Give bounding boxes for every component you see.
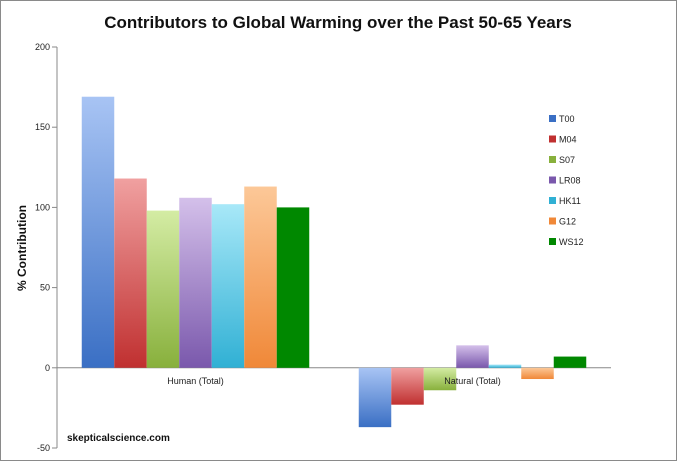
category-label: Natural (Total) [444,376,501,386]
legend: T00 M04 S07 LR08 HK11 G12 WS12 [549,114,584,247]
y-tick-label: 50 [40,283,50,293]
y-ticks: -50 0 50 100 150 200 [35,42,57,453]
bars [81,96,587,428]
category-label: Human (Total) [167,376,224,386]
legend-label: S07 [559,155,575,165]
y-tick-label: 0 [45,363,50,373]
y-axis-title: % Contribution [15,205,29,291]
legend-swatch [549,156,556,163]
legend-swatch [549,176,556,184]
y-tick-label: 150 [35,122,50,132]
bar-g12-human [244,186,277,368]
bar-lr08-natural [456,345,489,368]
bar-t00-human [81,96,115,368]
bar-ws12-natural [553,356,587,368]
bar-m04-human [114,178,147,368]
credit-text: skepticalscience.com [67,433,170,444]
legend-swatch [549,135,556,143]
bar-m04-natural [391,367,424,405]
y-tick-label: 100 [35,202,50,212]
legend-swatch [549,197,556,204]
bar-s07-natural [423,367,457,391]
bar-ws12-human [276,207,310,368]
legend-label: HK11 [559,196,581,206]
y-tick-label: 200 [35,42,50,52]
legend-label: T00 [559,114,575,124]
bar-g12-natural [521,367,554,380]
chart-title: Contributors to Global Warming over the … [104,13,572,32]
bar-t00-natural [358,367,392,428]
legend-label: WS12 [559,237,584,247]
bar-hk11-human [211,204,245,368]
legend-swatch [549,115,556,122]
category-labels: Human (Total) Natural (Total) [167,376,501,386]
y-tick-label: -50 [37,443,50,453]
legend-swatch [549,238,556,245]
legend-label: LR08 [559,176,581,186]
bar-s07-human [146,210,180,368]
legend-label: M04 [559,135,577,145]
legend-swatch [549,217,556,225]
bar-hk11-natural [488,364,522,368]
legend-label: G12 [559,217,576,227]
bar-lr08-human [179,197,212,368]
